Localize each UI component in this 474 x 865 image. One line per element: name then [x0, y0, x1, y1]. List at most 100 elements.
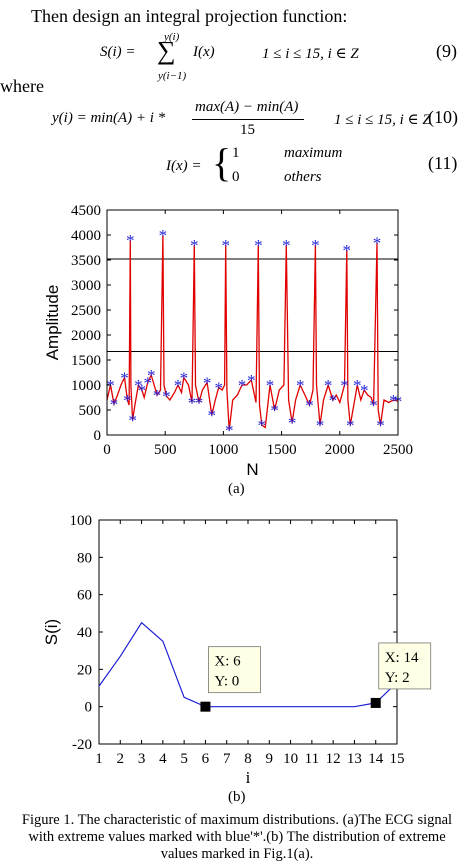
extreme-value-marker: * [373, 234, 382, 253]
extreme-value-marker: * [188, 394, 197, 413]
extreme-value-marker: * [190, 236, 199, 255]
y-tick-label: 80 [77, 550, 92, 566]
x-tick-label: 8 [244, 751, 252, 767]
eq11-brace: { [212, 140, 232, 185]
y-axis-label: Amplitude [43, 285, 62, 361]
extreme-value-marker: * [128, 411, 137, 430]
y-tick-label: 20 [77, 662, 92, 678]
y-tick-label: 60 [77, 588, 92, 604]
extreme-value-marker: * [254, 236, 263, 255]
sum-symbol: ∑ [157, 36, 176, 65]
extreme-value-marker: * [329, 391, 338, 410]
datatip-text: X: 14 [385, 650, 419, 666]
y-tick-label: 4500 [71, 203, 101, 219]
x-tick-label: 13 [347, 751, 362, 767]
x-tick-label: 1500 [267, 442, 297, 458]
eq11-case2-condition: others [284, 169, 322, 185]
x-tick-label: 14 [368, 751, 384, 767]
caption-line-3: values marked in Fig.1(a). [160, 846, 314, 862]
extreme-value-marker: * [311, 236, 320, 255]
eq11-case1-condition: maximum [284, 145, 343, 161]
extreme-value-marker: * [123, 391, 132, 410]
extreme-value-marker: * [143, 374, 152, 393]
eq9-term: I(x) [193, 44, 215, 60]
extreme-value-marker: * [147, 366, 156, 385]
eq9-condition: 1 ≤ i ≤ 15, i ∈ Z [262, 46, 359, 62]
x-tick-label: 4 [159, 751, 167, 767]
eq10-lhs: y(i) = min(A) + i * [52, 110, 166, 126]
extreme-value-marker: * [120, 369, 129, 388]
extreme-value-marker: * [353, 376, 362, 395]
eq9-upper-limit: y(i) [164, 31, 180, 43]
x-axis-label: i [246, 768, 251, 787]
y-tick-label: 40 [77, 625, 92, 641]
x-tick-label: 6 [202, 751, 210, 767]
extreme-value-marker: * [225, 421, 234, 440]
y-tick-label: 1500 [71, 353, 101, 369]
x-tick-label: 7 [223, 751, 231, 767]
eq9-number: (9) [436, 41, 457, 61]
extreme-value-marker: * [270, 401, 279, 420]
y-tick-label: 2500 [71, 303, 101, 319]
eq11-number: (11) [428, 153, 458, 173]
y-tick-label: 3000 [71, 278, 101, 294]
datatip-marker [200, 701, 211, 712]
y-tick-label: -20 [72, 737, 92, 753]
x-tick-label: 2000 [325, 442, 355, 458]
x-tick-label: 15 [390, 751, 405, 767]
caption-line-1: Figure 1. The characteristic of maximum … [21, 812, 453, 828]
extreme-value-marker: * [343, 241, 352, 260]
extreme-value-marker: * [110, 395, 119, 414]
plot-frame-b [98, 519, 398, 745]
extreme-value-marker: * [316, 416, 325, 435]
x-tick-label: 2 [117, 751, 125, 767]
extreme-value-marker: * [203, 374, 212, 393]
extreme-value-marker: * [126, 231, 135, 250]
extreme-value-marker: * [324, 376, 333, 395]
extreme-value-marker: * [282, 236, 291, 255]
extreme-value-marker: * [221, 236, 230, 255]
y-tick-label: 4000 [71, 228, 101, 244]
extreme-value-marker: * [238, 376, 247, 395]
distribution-line [98, 621, 398, 708]
y-tick-label: 0 [94, 428, 102, 444]
eq10-denominator: 15 [240, 122, 255, 138]
extreme-value-marker: * [305, 396, 314, 415]
eq11-case2-value: 0 [232, 169, 240, 185]
x-tick-label: 2500 [383, 442, 413, 458]
extreme-value-marker: * [258, 416, 267, 435]
eq11-case1-value: 1 [232, 145, 240, 161]
datatip-text: Y: 2 [385, 670, 410, 686]
figure-label-a: (a) [228, 481, 245, 497]
caption-line-2: with extreme values marked with blue'*'.… [28, 829, 446, 845]
datatip-box [378, 642, 432, 690]
datatip-text: Y: 0 [214, 674, 239, 690]
y-tick-label: 1000 [71, 378, 101, 394]
eq10-fraction-bar [192, 119, 304, 120]
x-tick-label: 11 [305, 751, 319, 767]
extreme-value-marker: * [162, 387, 171, 406]
extreme-value-marker: * [247, 371, 256, 390]
x-tick-label: 12 [326, 751, 341, 767]
extreme-value-marker: * [195, 394, 204, 413]
x-axis-label: N [246, 460, 258, 479]
extreme-value-marker: * [369, 396, 378, 415]
extreme-value-marker: * [288, 414, 297, 433]
datatip-marker [370, 697, 381, 708]
extreme-value-marker: * [340, 376, 349, 395]
extreme-value-marker: * [346, 416, 355, 435]
extreme-value-marker: * [376, 416, 385, 435]
extreme-value-marker: * [296, 376, 305, 395]
x-tick-label: 0 [103, 442, 111, 458]
extreme-value-marker: * [360, 381, 369, 400]
eq10-number: (10) [428, 107, 458, 127]
datatip-box [208, 646, 261, 694]
extreme-value-marker: * [208, 406, 217, 425]
datatip-text: X: 6 [214, 654, 241, 670]
ecg-signal-line [106, 234, 399, 431]
x-tick-label: 5 [180, 751, 188, 767]
ecg-signal-chart: ************************ ****************… [43, 203, 413, 479]
x-tick-label: 10 [283, 751, 298, 767]
y-tick-label: 100 [70, 513, 93, 529]
